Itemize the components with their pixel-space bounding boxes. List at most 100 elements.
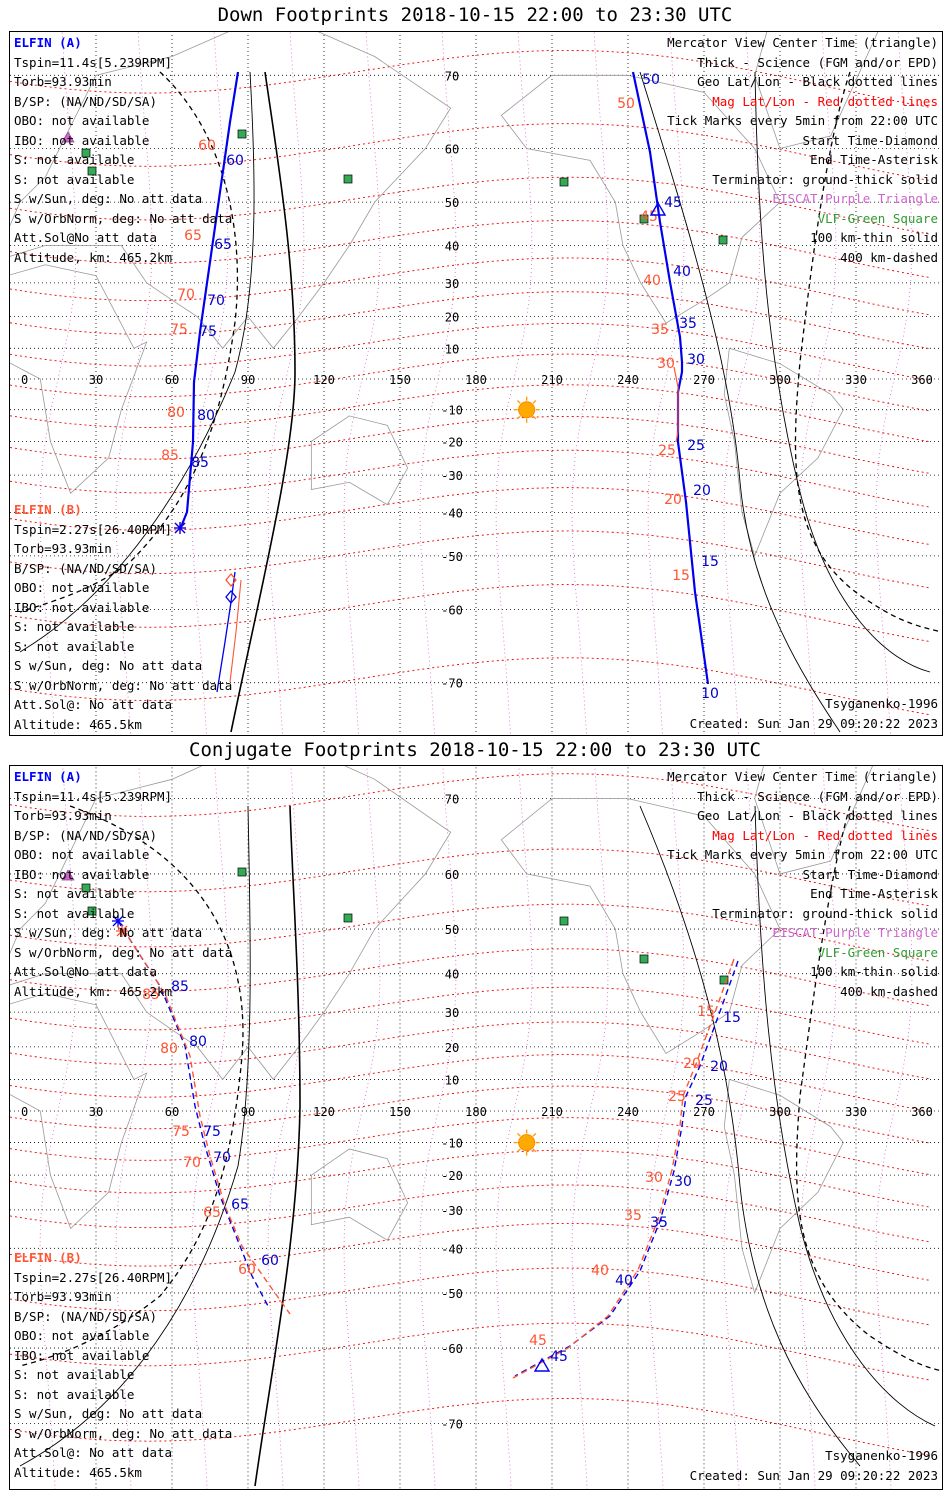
longitude-tick-label: 210 — [541, 1105, 563, 1119]
legend-item: Start Time-Diamond — [802, 132, 938, 148]
legend-item: 100 km-thin solid — [810, 964, 938, 979]
longitude-tick-label: 360 — [911, 373, 933, 387]
elfin-b-tick-label: 65 — [184, 228, 202, 244]
elfin-b-track — [122, 928, 291, 1315]
elfin-b-tick-label: 70 — [183, 1155, 201, 1171]
elfin-a-tick-label: 80 — [197, 408, 215, 424]
mag-meridian — [191, 32, 229, 735]
mag-meridian — [799, 32, 837, 735]
legend-item: Terminator: ground-thick solid — [712, 171, 938, 187]
mag-latitude-line — [10, 584, 931, 642]
elfin-b-track — [512, 958, 735, 1379]
vlf-station-icon — [81, 148, 91, 158]
elfin-b-line: B/SP: (NA/ND/SD/SA) — [14, 560, 157, 576]
elfin-b-line: B/SP: (NA/ND/SD/SA) — [14, 1308, 157, 1324]
legend-item: Start Time-Diamond — [802, 866, 938, 882]
elfin-b-info: ELFIN (B) Tspin=2.27s[26.40RPM] Torb=93.… — [14, 500, 232, 734]
mag-meridian — [267, 32, 305, 735]
sun-ray — [517, 1132, 521, 1137]
elfin-a-tick-label: 20 — [693, 483, 711, 499]
mag-latitude-line — [10, 948, 931, 1007]
latitude-tick-label: -70 — [441, 1417, 463, 1431]
mag-meridian — [267, 766, 305, 1489]
legend-item: Tick Marks every 5min from 22:00 UTC — [667, 847, 938, 862]
elfin-a-tick-label: 10 — [701, 686, 719, 702]
elfin-a-tick-label: 85 — [191, 455, 209, 471]
end-time-asterisk-icon — [174, 522, 186, 534]
continent-outline — [310, 415, 409, 506]
elfin-b-line: IBO: not available — [14, 1347, 150, 1363]
mag-meridian — [343, 766, 381, 1489]
sun-ray — [532, 415, 537, 420]
legend-item: 100 km-thin solid — [810, 230, 938, 245]
mag-meridian — [495, 766, 533, 1489]
model-label: Tsyganenko-1996 Created: Sun Jan 29 09:2… — [690, 1446, 938, 1485]
terminator-ground-line — [254, 805, 301, 1487]
elfin-b-line: Torb=93.93min — [14, 541, 112, 556]
longitude-tick-label: 30 — [89, 373, 103, 387]
mag-meridian — [723, 766, 761, 1489]
elfin-a-info: ELFIN (A) Tspin=11.4s[5.239RPM] Torb=93.… — [14, 767, 232, 1001]
elfin-a-line: Torb=93.93min — [14, 74, 112, 89]
elfin-b-line: Att.Sol@: No att data — [14, 1445, 173, 1460]
longitude-tick-label: 180 — [465, 373, 487, 387]
latitude-tick-label: -30 — [441, 469, 463, 483]
elfin-b-tick-label: 45 — [640, 209, 658, 225]
mag-latitude-line — [10, 1184, 931, 1243]
elfin-a-line: S w/Sun, deg: No att data — [14, 925, 203, 940]
latitude-tick-label: -60 — [441, 1342, 463, 1356]
elfin-a-tick-label: 75 — [199, 324, 217, 340]
conjugate-footprints-map: 0 30 60 90 120 150 180 210 240 270 300 330 360 70 60 50… — [10, 766, 942, 1489]
longitude-tick-label: 330 — [845, 373, 867, 387]
mag-latitude-line — [10, 1267, 931, 1326]
legend-item: 400 km-dashed — [840, 983, 938, 999]
elfin-a-track — [631, 71, 710, 685]
mag-latitude-line — [10, 353, 931, 412]
latitude-tick-label: -20 — [441, 435, 463, 449]
elfin-a-line: B/SP: (NA/ND/SD/SA) — [14, 93, 157, 109]
legend-item: Mag Lat/Lon - Red dotted lines — [712, 827, 938, 843]
latitude-tick-label: 60 — [445, 143, 459, 157]
elfin-a-tick-label: 20 — [710, 1059, 728, 1075]
elfin-a-line: Altitude, km: 465.2km — [14, 983, 173, 999]
mag-latitude-line — [10, 1398, 931, 1456]
vlf-station-icon — [343, 174, 353, 184]
elfin-a-tick-label: 75 — [203, 1124, 221, 1140]
sun-ray — [532, 1132, 537, 1137]
down-footprints-panel: 0 30 60 90 120 150 180 210 240 270 300 330 360 70 60 50… — [9, 31, 943, 736]
mag-meridian — [723, 32, 761, 735]
latitude-tick-label: 70 — [445, 69, 459, 83]
legend-item: EISCAT-Purple Triangle — [772, 191, 938, 206]
elfin-b-line: OBO: not available — [14, 580, 150, 595]
latitude-tick-label: 40 — [445, 239, 459, 253]
elfin-b-tick-label: 50 — [617, 96, 635, 112]
mag-latitude-line — [10, 848, 931, 907]
longitude-tick-label: 60 — [165, 1105, 179, 1119]
mag-meridian — [875, 766, 913, 1489]
elfin-b-tick-label: 40 — [591, 1263, 609, 1279]
mag-latitude-line — [10, 530, 931, 589]
elfin-b-tick-label: 20 — [664, 492, 682, 508]
continent-outline — [10, 32, 452, 349]
latitude-tick-label: -50 — [441, 1287, 463, 1301]
continent-outline — [754, 766, 873, 875]
mag-meridian — [571, 766, 609, 1489]
mag-latitude-line — [10, 384, 931, 443]
elfin-b-tick-label: 25 — [668, 1089, 686, 1105]
elfin-b-tick-label: 35 — [624, 1208, 642, 1224]
longitude-tick-label: 210 — [541, 373, 563, 387]
longitude-tick-label: 330 — [845, 1105, 867, 1119]
mag-latitude-line — [10, 123, 931, 182]
longitude-tick-label: 150 — [389, 1105, 411, 1119]
elfin-a-line: S w/OrbNorm, deg: No att data — [14, 944, 233, 960]
mag-latitude-line — [10, 176, 931, 235]
latitude-tick-label: 60 — [445, 868, 459, 882]
latitude-tick-label: -50 — [441, 550, 463, 564]
mag-meridian — [875, 32, 913, 735]
longitude-tick-label: 90 — [241, 1105, 255, 1119]
latitude-tick-label: 40 — [445, 968, 459, 982]
longitude-tick-label: 30 — [89, 1105, 103, 1119]
longitude-tick-label: 300 — [769, 373, 791, 387]
elfin-b-line: S: not available — [14, 1367, 135, 1382]
elfin-b-label: ELFIN (B) — [14, 1250, 82, 1265]
